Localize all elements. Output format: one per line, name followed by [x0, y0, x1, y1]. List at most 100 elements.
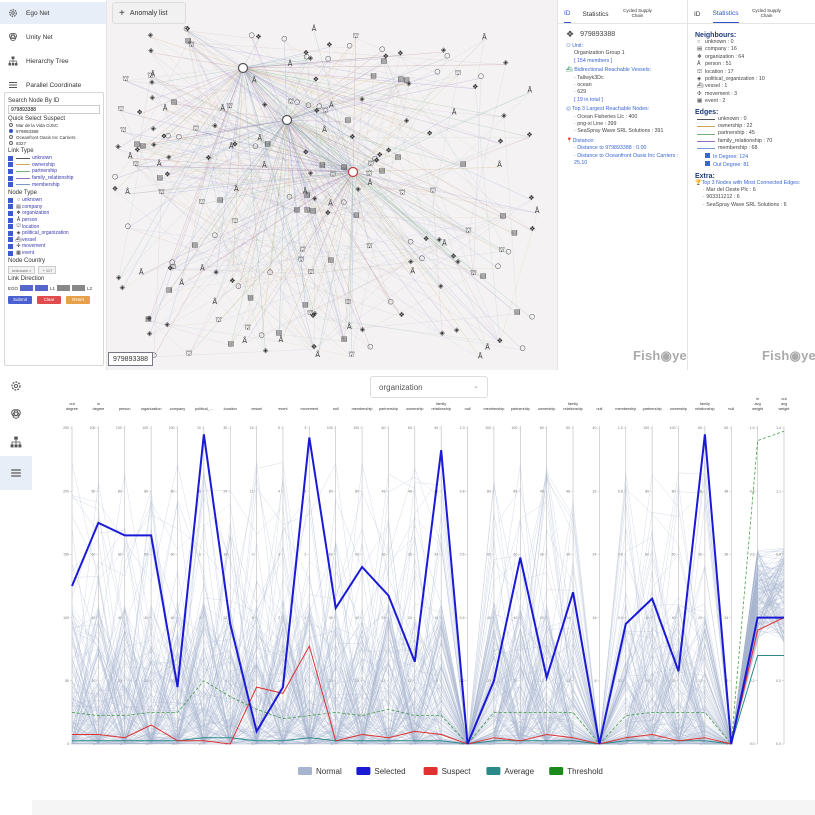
graph-node[interactable]: ⛫ [120, 126, 126, 134]
nav-item-parallel-coordinate[interactable]: Parallel Coordinate [0, 74, 106, 96]
graph-node[interactable]: ◈ [151, 140, 157, 148]
graph-node[interactable]: ◈ [312, 194, 318, 202]
graph-node[interactable]: ▤ [294, 206, 301, 214]
country-chip[interactable]: unknown × [8, 266, 36, 275]
nav-hierarchy-tree-icon[interactable] [0, 428, 32, 456]
checkbox-icon[interactable] [8, 217, 13, 223]
node-type-dropdown[interactable]: organization ⌄ [370, 376, 488, 398]
graph-node[interactable]: Å [279, 335, 284, 344]
graph-node[interactable]: ⛫ [170, 263, 176, 271]
tab-statistics[interactable]: Statistics [712, 10, 739, 23]
graph-node[interactable]: Å [179, 278, 184, 287]
graph-node[interactable]: ○ [341, 198, 347, 206]
graph-node[interactable]: ▤ [140, 141, 147, 149]
graph-node[interactable]: ○ [372, 154, 378, 162]
checkbox-icon[interactable] [8, 230, 13, 236]
graph-node[interactable]: ⛫ [298, 255, 304, 263]
graph-node[interactable]: ▤ [500, 212, 507, 220]
graph-node[interactable]: Å [125, 187, 130, 196]
node-type-item[interactable]: ⛫ location [8, 223, 100, 230]
graph-node[interactable]: ▤ [379, 166, 386, 174]
graph-node[interactable]: ⛫ [244, 324, 250, 332]
graph-node[interactable]: Å [229, 142, 234, 151]
graph-node[interactable]: ○ [183, 24, 189, 32]
graph-node[interactable]: ⛫ [186, 349, 192, 357]
graph-node[interactable]: Å [527, 85, 532, 94]
slider-segment[interactable] [20, 285, 34, 292]
checkbox-icon[interactable] [8, 182, 13, 188]
nav-ego-net-icon[interactable] [0, 372, 32, 400]
graph-node[interactable]: ❖ [314, 107, 320, 115]
graph-node[interactable]: ❖ [529, 225, 535, 233]
graph-node[interactable]: ◈ [408, 257, 414, 265]
graph-node[interactable]: Å [139, 268, 144, 277]
graph-node[interactable]: ⛫ [498, 246, 504, 254]
graph-node[interactable]: Å [410, 266, 415, 275]
graph-node[interactable]: ❖ [167, 264, 173, 272]
graph-node[interactable]: ◈ [360, 326, 366, 334]
graph-node[interactable]: ◈ [148, 31, 154, 39]
graph-node[interactable]: ⛫ [430, 186, 436, 194]
reset-button[interactable]: Reset [66, 296, 90, 305]
graph-node[interactable]: ❖ [385, 146, 391, 154]
graph-node[interactable]: ▤ [217, 196, 224, 204]
hub-node[interactable] [347, 166, 359, 178]
graph-node[interactable]: ○ [434, 68, 440, 76]
link-type-item[interactable]: membership [8, 181, 100, 188]
graph-node[interactable]: ○ [235, 282, 241, 290]
graph-node[interactable]: ○ [252, 142, 258, 150]
graph-node[interactable]: ○ [316, 102, 322, 110]
graph-node[interactable]: ⛫ [465, 227, 471, 235]
graph-node[interactable]: Å [252, 76, 257, 85]
graph-node[interactable]: ❖ [229, 277, 235, 285]
graph-node[interactable]: ❖ [326, 41, 332, 49]
graph-node[interactable]: ⛫ [330, 171, 336, 179]
graph-node[interactable]: ⛫ [308, 268, 314, 276]
graph-node[interactable]: ❖ [303, 49, 309, 57]
ego-network-graph[interactable]: ❖ Å ▤ ◈ ⛫ ○ ❖ Å ▤ ◈ ⛫ ○ ❖ Å ▤ ◈ ⛫ ○ ❖ Å ▤ ◈ ⛫ ○ ❖ Å ▤ ◈ ⛫ ○ ❖ Å ▤ ◈ ⛫ ○ ❖ Å ▤ ◈… [107, 0, 557, 370]
graph-node[interactable]: ○ [529, 313, 535, 321]
graph-node[interactable]: ⛫ [307, 309, 313, 317]
graph-node[interactable]: ⛫ [122, 75, 128, 83]
graph-node[interactable]: ◈ [503, 59, 509, 67]
graph-node[interactable]: ◈ [151, 125, 157, 133]
graph-node[interactable]: ▤ [247, 294, 254, 302]
tab-id[interactable]: ID [694, 11, 701, 18]
graph-node[interactable]: ○ [478, 72, 484, 80]
checkbox-icon[interactable] [8, 197, 13, 203]
graph-node[interactable]: Å [312, 24, 317, 33]
checkbox-icon[interactable] [8, 175, 13, 181]
graph-node[interactable]: Å [200, 263, 205, 272]
graph-node[interactable]: ◈ [356, 185, 362, 193]
link-type-item[interactable]: ownership [8, 162, 100, 169]
graph-node[interactable]: ❖ [164, 171, 170, 179]
node-type-item[interactable]: ○ unknown [8, 197, 100, 204]
graph-node[interactable]: ○ [325, 55, 331, 63]
tab-id[interactable]: ID [564, 10, 571, 23]
graph-node[interactable]: ❖ [398, 311, 404, 319]
graph-node[interactable]: ▤ [134, 140, 141, 148]
graph-node[interactable]: ❖ [450, 253, 456, 261]
nav-parallel-coordinate-icon[interactable] [0, 456, 32, 490]
graph-node[interactable]: ○ [303, 52, 309, 60]
graph-node[interactable]: ○ [444, 52, 450, 60]
graph-node[interactable]: ○ [249, 31, 255, 39]
graph-node[interactable]: ❖ [497, 138, 503, 146]
graph-node[interactable]: ▤ [403, 76, 410, 84]
graph-node[interactable]: ⛫ [348, 351, 354, 359]
graph-node[interactable]: ▤ [511, 228, 518, 236]
search-input[interactable] [8, 105, 100, 114]
graph-node[interactable]: ◈ [312, 310, 318, 318]
graph-node[interactable]: ⛫ [188, 41, 194, 49]
checkbox-icon[interactable] [8, 224, 13, 230]
graph-node[interactable]: ❖ [526, 131, 532, 139]
graph-node[interactable]: ◈ [120, 283, 126, 291]
graph-node[interactable]: ◈ [150, 93, 156, 101]
graph-node[interactable]: ◈ [359, 95, 365, 103]
checkbox-icon[interactable] [8, 155, 13, 161]
graph-node[interactable]: Å [242, 336, 247, 345]
graph-node[interactable]: ❖ [377, 151, 383, 159]
graph-node[interactable]: ◈ [439, 329, 445, 337]
graph-node[interactable]: ❖ [161, 132, 167, 140]
graph-node[interactable]: ▤ [460, 160, 467, 168]
